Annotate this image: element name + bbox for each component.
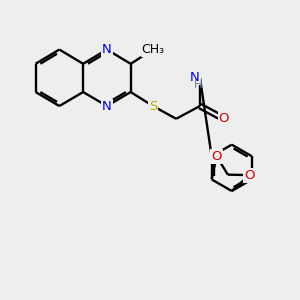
Text: S: S	[149, 100, 157, 112]
Text: O: O	[212, 150, 222, 163]
Text: O: O	[244, 169, 255, 182]
Text: O: O	[218, 112, 229, 125]
Text: N: N	[102, 43, 112, 56]
Text: N: N	[102, 100, 112, 112]
Text: CH₃: CH₃	[141, 43, 164, 56]
Text: H: H	[194, 78, 203, 91]
Text: N: N	[190, 71, 200, 84]
